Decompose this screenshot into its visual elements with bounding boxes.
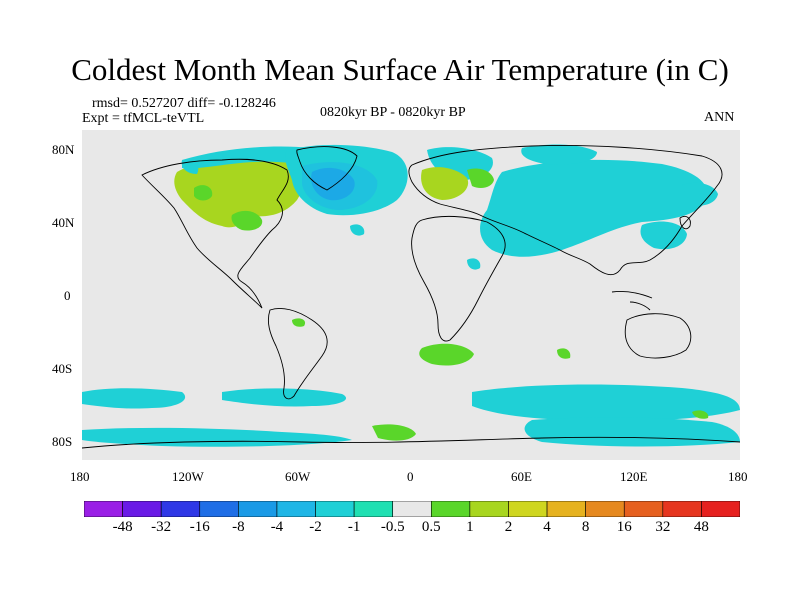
anomaly-patch-south-atlantic-green [419, 343, 474, 366]
coastline-greenland [296, 146, 358, 191]
colorbar-label-1: -32 [151, 519, 172, 535]
colorbar-segment-14 [623, 501, 664, 517]
period-label: 0820kyr BP - 0820kyr BP [320, 105, 466, 120]
lon-tick-0: 0 [407, 469, 414, 484]
colorbar-segment-12 [546, 501, 586, 517]
anomaly-region-alaska-green [194, 185, 213, 201]
colorbar-label-12: 8 [581, 519, 590, 535]
anomaly-region-europe-green [421, 167, 469, 200]
anomaly-patch-antarctic-green2 [692, 410, 709, 419]
colorbar-segment-4 [238, 501, 278, 517]
colorbar-label-5: -2 [309, 519, 322, 535]
anomaly-region-asia-cyan [480, 159, 708, 257]
colorbar-label-13: 16 [616, 519, 632, 535]
colorbar-segment-10 [469, 501, 509, 517]
colorbar-label-9: 1 [466, 519, 474, 535]
anomaly-region-antarctic-east-cyan [524, 417, 740, 447]
colorbar-label-4: -4 [270, 519, 284, 535]
anomaly-region-nw-cyan [181, 159, 199, 174]
coastline-antarctica [82, 436, 740, 449]
lat-tick-80s: 80S [52, 434, 73, 449]
anomaly-region-europe-green2 [467, 168, 494, 188]
colorbar-segment-7 [353, 501, 394, 517]
anomaly-region-southern-pacific-cyan [82, 388, 186, 409]
colorbar-segment-3 [199, 501, 239, 517]
coastline-japan [679, 215, 691, 230]
coastline-australia [624, 313, 692, 359]
coastline-africa [411, 215, 506, 342]
colorbar-label-2: -16 [189, 519, 210, 535]
lon-tick-60e: 60E [511, 469, 532, 484]
colorbar-segment-13 [585, 501, 625, 517]
colorbar-segment-16 [701, 501, 740, 517]
colorbar-segment-8 [392, 501, 432, 517]
rmsd-diff-stat: rmsd= 0.527207 diff= -0.128246 [92, 96, 276, 111]
anomaly-region-east-asia-cyan [640, 221, 687, 250]
lon-tick-120e: 120E [620, 469, 648, 484]
anomaly-region-asia-north-cyan [521, 144, 597, 165]
coastline-south-america [267, 308, 328, 400]
colorbar-label-8: 0.5 [421, 519, 441, 535]
anomaly-region-north-america-green2 [231, 210, 263, 231]
anomaly-patch-atlantic [350, 224, 365, 236]
colorbar [84, 501, 740, 517]
map-title: Coldest Month Mean Surface Air Temperatu… [71, 52, 729, 87]
lat-tick-0: 0 [64, 288, 71, 303]
lon-tick-60w: 60W [285, 469, 311, 484]
anomaly-patch-indian-green [557, 348, 571, 359]
colorbar-label-10: 2 [504, 519, 513, 535]
colorbar-segment-9 [430, 501, 471, 517]
colorbar-label-0: -48 [112, 519, 133, 535]
coastline-eurasia [408, 145, 723, 276]
colorbar-segment-15 [662, 501, 702, 517]
colorbar-segment-1 [122, 501, 162, 517]
lon-tick-180w: 180 [70, 469, 90, 484]
anomaly-patch-africa [467, 258, 481, 270]
coastline-north-america [141, 158, 289, 309]
season-label: ANN [704, 110, 735, 125]
anomaly-region-southern-ocean-cyan [222, 388, 347, 407]
map-plot [82, 130, 740, 460]
anomaly-patch-pacific-green [292, 318, 306, 327]
lat-tick-40n: 40N [52, 215, 75, 230]
experiment-label: Expt = tfMCL-teVTL [82, 111, 205, 126]
anomaly-region-pacific-cyan [682, 182, 718, 206]
colorbar-label-7: -0.5 [380, 519, 405, 535]
colorbar-label-6: -1 [347, 519, 361, 535]
colorbar-segment-2 [160, 501, 201, 517]
anomaly-region-southern-indian-cyan [472, 384, 740, 421]
colorbar-label-3: -8 [232, 519, 245, 535]
lat-tick-80n: 80N [52, 142, 75, 157]
anomaly-region-north-atlantic-lightblue [302, 162, 378, 210]
colorbar-label-14: 32 [655, 519, 671, 535]
anomaly-region-north-america-green [174, 157, 303, 228]
coastline-indonesia [611, 291, 653, 311]
colorbar-segment-11 [508, 501, 548, 517]
colorbar-label-15: 48 [693, 519, 709, 535]
lon-tick-120w: 120W [172, 469, 204, 484]
coastlines [82, 145, 740, 449]
anomaly-region-antarctic-green [372, 424, 416, 441]
lat-tick-40s: 40S [52, 361, 73, 376]
colorbar-segment-6 [315, 501, 355, 517]
colorbar-label-11: 4 [543, 519, 551, 535]
colorbar-segment-5 [276, 501, 316, 517]
colorbar-segment-0 [84, 501, 123, 517]
lon-tick-180e: 180 [728, 469, 748, 484]
